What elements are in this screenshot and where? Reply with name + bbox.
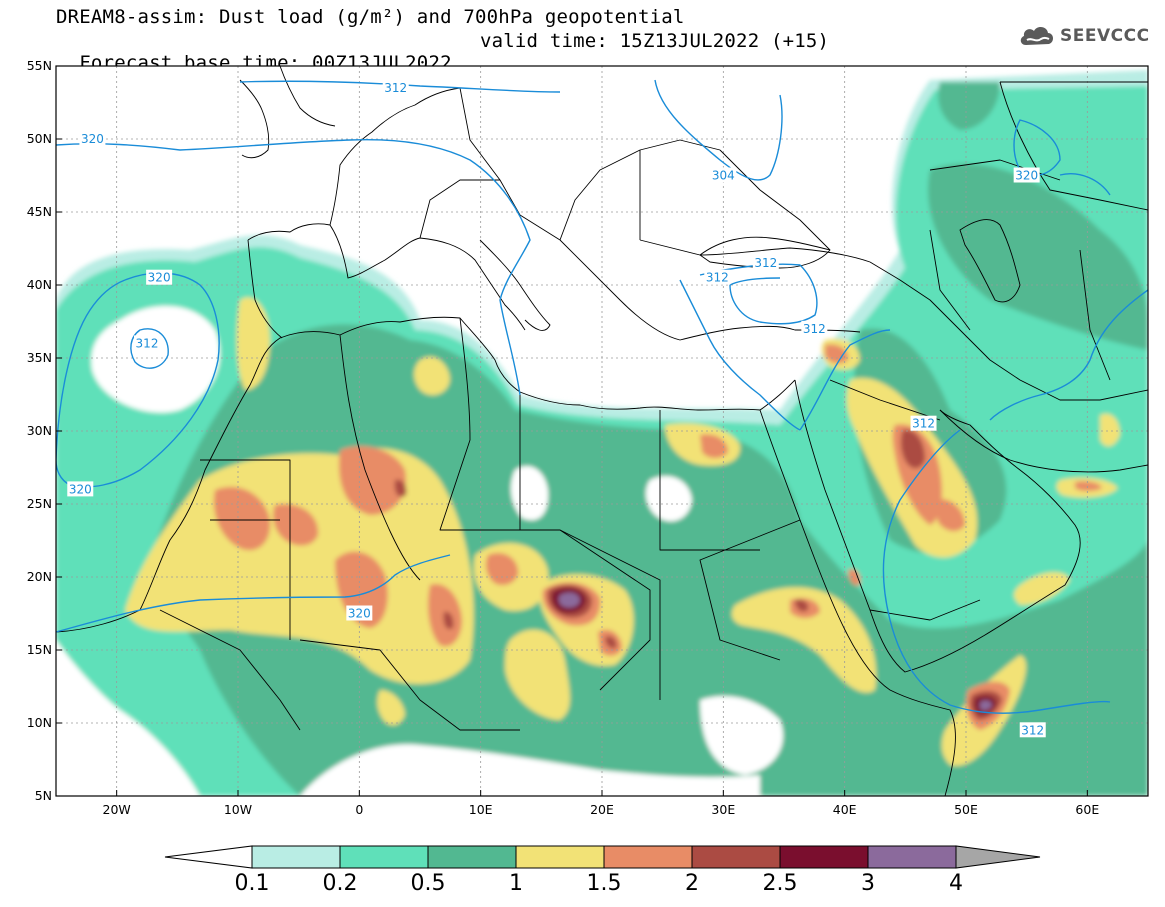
lon-tick-label: 40E	[833, 802, 857, 817]
lat-tick-label: 35N	[27, 350, 52, 365]
contour-label-bg	[710, 167, 737, 183]
seevccc-logo: SEEVCCC	[1018, 24, 1150, 48]
contour-label: 312	[754, 256, 777, 270]
lon-tick-label: 10E	[469, 802, 493, 817]
contour-label: 312	[803, 322, 826, 336]
colorbar-swatch	[779, 845, 869, 869]
lat-tick-label: 5N	[35, 788, 52, 803]
cloud-icon	[1020, 27, 1054, 45]
lon-tick-label: 60E	[1075, 802, 1099, 817]
contour-label: 320	[69, 482, 92, 496]
lon-tick-label: 10W	[224, 802, 252, 817]
contour-label-bg	[910, 415, 937, 431]
map-title: DREAM8-assim: Dust load (g/m²) and 700hP…	[56, 6, 685, 28]
colorbar-under-triangle	[164, 845, 253, 869]
colorbar-over-triangle	[955, 845, 1041, 869]
contour-label-bg	[382, 79, 409, 95]
colorbar-swatch	[603, 845, 693, 869]
contour-label-bg	[146, 269, 173, 285]
contour-label: 320	[81, 132, 104, 146]
lon-tick-label: 20W	[103, 802, 131, 817]
colorbar-swatch	[427, 845, 517, 869]
contour-label: 312	[706, 271, 729, 285]
contour-label: 320	[148, 271, 171, 285]
contour-label: 320	[348, 607, 371, 621]
contour-label-bg	[67, 481, 94, 497]
contour-label-bg	[1019, 722, 1046, 738]
contour-label-bg	[752, 255, 779, 271]
colorbar-label: 0.2	[323, 871, 358, 896]
colorbar-label: 2.5	[763, 871, 798, 896]
colorbar-label: 0.5	[411, 871, 446, 896]
colorbar-label: 2	[685, 871, 699, 896]
contour-label: 320	[1015, 169, 1038, 183]
latitude-axis: 55N 50N 45N 40N 35N 30N 25N 20N 15N 10N 5N	[27, 58, 62, 803]
colorbar-label: 4	[949, 871, 963, 896]
lon-tick-label: 20E	[590, 802, 614, 817]
geopotential-contours	[56, 79, 1148, 714]
lat-tick-label: 30N	[27, 423, 52, 438]
lat-tick-label: 55N	[27, 58, 52, 73]
colorbar: 0.1 0.2 0.5 1 1.5 2 2.5 3 4	[164, 845, 1041, 896]
longitude-axis: 20W 10W 0 10E 20E 30E 40E 50E 60E	[103, 790, 1099, 817]
contour-label-bg	[79, 131, 106, 146]
contour-label-bg	[346, 605, 373, 621]
colorbar-swatch	[867, 845, 957, 869]
colorbar-label: 0.1	[235, 871, 270, 896]
contour-label-bg	[134, 335, 160, 351]
lon-tick-label: 0	[355, 802, 363, 817]
lat-tick-label: 15N	[27, 642, 52, 657]
lat-tick-label: 40N	[27, 277, 52, 292]
contour-label: 312	[136, 336, 159, 350]
lat-tick-label: 25N	[27, 496, 52, 511]
lon-tick-label: 50E	[954, 802, 978, 817]
lat-tick-label: 10N	[27, 715, 52, 730]
colorbar-swatch	[691, 845, 781, 869]
valid-time: valid time: 15Z13JUL2022 (+15)	[480, 30, 830, 52]
colorbar-swatch	[251, 845, 341, 869]
graticule	[56, 66, 1148, 796]
colorbar-swatch	[515, 845, 605, 869]
lat-tick-label: 45N	[27, 204, 52, 219]
colorbar-label: 1	[509, 871, 523, 896]
lat-tick-label: 50N	[27, 131, 52, 146]
contour-labels: 312 320 304 320 312 312 320 312 312 312 320 320 312	[67, 79, 1046, 738]
contour-label-bg	[1013, 167, 1040, 183]
lon-tick-label: 30E	[711, 802, 735, 817]
colorbar-label: 3	[861, 871, 875, 896]
contour-label: 312	[1021, 723, 1044, 737]
contour-label-bg	[704, 269, 731, 285]
colorbar-swatch	[339, 845, 429, 869]
lat-tick-label: 20N	[27, 569, 52, 584]
colorbar-label: 1.5	[587, 871, 622, 896]
contour-label: 312	[384, 81, 407, 95]
contour-label: 304	[712, 169, 735, 183]
coastlines-borders	[56, 66, 1148, 796]
contour-label: 312	[912, 417, 935, 431]
contour-label-bg	[801, 320, 828, 336]
logo-text: SEEVCCC	[1060, 26, 1150, 46]
